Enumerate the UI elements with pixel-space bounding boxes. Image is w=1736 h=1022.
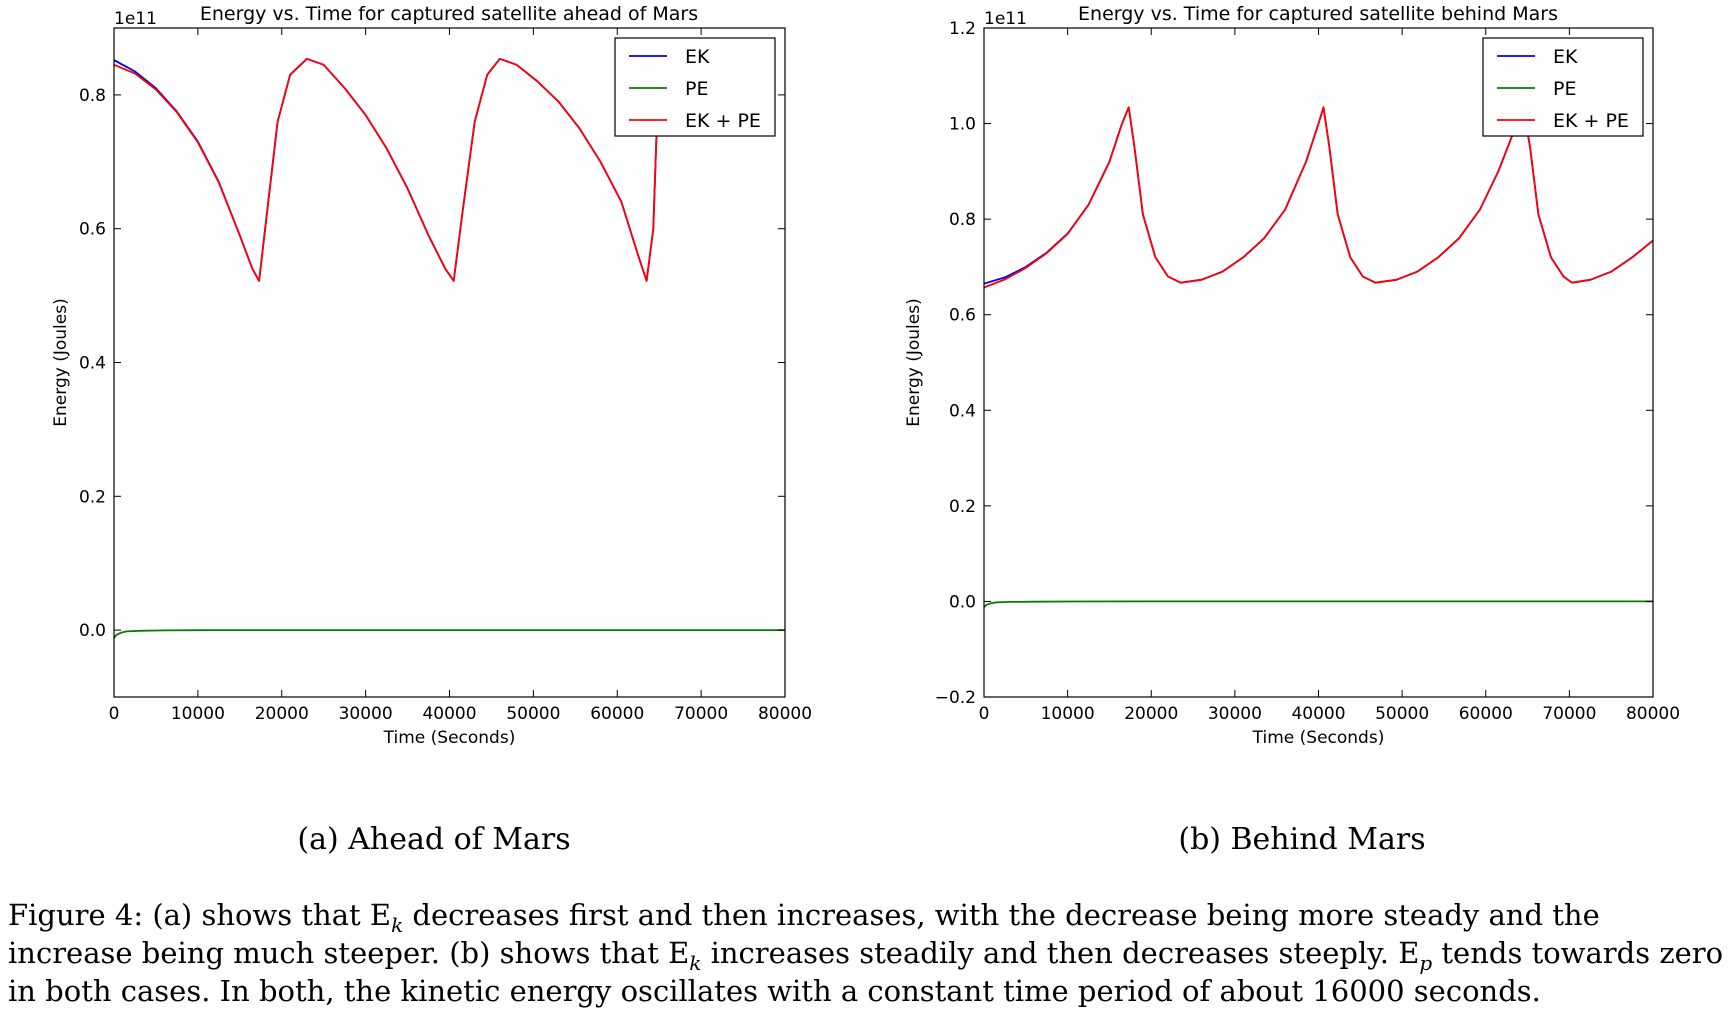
chart1-title: Energy vs. Time for captured satellite a… (200, 3, 698, 25)
chart2-xlabel: Time (Seconds) (1252, 728, 1385, 748)
chart2-xtick-label: 20000 (1124, 704, 1178, 724)
chart-a-svg: Energy vs. Time for captured satellite a… (51, 3, 812, 748)
chart1-legend-label: EK (685, 46, 710, 68)
chart1-xtick-label: 10000 (171, 704, 225, 724)
caption-part-1: Figure 4: (a) shows that E (8, 898, 392, 932)
chart1-ytick-label: 0.4 (79, 354, 106, 374)
chart1-ylabel: Energy (Joules) (51, 298, 71, 426)
chart2-legend-label: EK + PE (1553, 110, 1629, 132)
chart2-offset-label: 1e11 (984, 9, 1027, 29)
chart2-ytick-label: 1.0 (949, 115, 976, 135)
chart2-ytick-label: 0.6 (949, 306, 976, 326)
chart1-xtick-label: 30000 (339, 704, 393, 724)
chart2-title: Energy vs. Time for captured satellite b… (1078, 3, 1558, 25)
caption-part-3: increases steadily and then decreases st… (701, 936, 1420, 970)
chart1-xtick-label: 70000 (674, 704, 728, 724)
chart2-ylabel: Energy (Joules) (904, 298, 924, 426)
figure-caption: Figure 4: (a) shows that Ek decreases fi… (8, 896, 1730, 1010)
chart1-offset-label: 1e11 (114, 9, 157, 29)
chart2-series-ek-pe (984, 106, 1653, 289)
chart2-xtick-label: 70000 (1542, 704, 1596, 724)
chart1-ytick-label: 0.8 (79, 86, 106, 106)
chart2-xtick-label: 40000 (1291, 704, 1345, 724)
chart2-xtick-label: 0 (979, 704, 990, 724)
chart2-ytick-label: 1.2 (949, 19, 976, 39)
chart1-series-ek (114, 54, 661, 282)
chart2-legend-label: PE (1553, 78, 1576, 100)
chart2-ytick-label: 0.4 (949, 401, 976, 421)
subcaption-b: (b) Behind Mars (1178, 822, 1426, 857)
chart2-xtick-label: 60000 (1459, 704, 1513, 724)
chart1-legend-label: EK + PE (685, 110, 761, 132)
chart2-xtick-label: 50000 (1375, 704, 1429, 724)
caption-sub-2: k (689, 950, 702, 975)
chart1-ytick-label: 0.0 (79, 621, 106, 641)
chart2-legend-label: EK (1553, 46, 1578, 68)
chart2-ytick-label: −0.2 (935, 688, 976, 708)
chart1-series-pe (114, 629, 785, 639)
chart-b-svg: Energy vs. Time for captured satellite b… (904, 3, 1680, 748)
chart1-xtick-label: 40000 (422, 704, 476, 724)
chart1-legend-label: PE (685, 78, 708, 100)
chart2-xtick-label: 10000 (1041, 704, 1095, 724)
chart1-ytick-label: 0.2 (79, 487, 106, 507)
chart1-xtick-label: 20000 (255, 704, 309, 724)
caption-part-4: tends towards zero in both cases. In bot… (8, 936, 1724, 1008)
chart-ahead-of-mars: Energy vs. Time for captured satellite a… (0, 0, 868, 780)
chart2-ytick-label: 0.2 (949, 497, 976, 517)
chart2-xtick-label: 30000 (1208, 704, 1262, 724)
chart1-xtick-label: 80000 (758, 704, 812, 724)
caption-part-2: decreases first and then increases, with… (8, 898, 1600, 970)
chart1-xtick-label: 0 (109, 704, 120, 724)
chart1-xlabel: Time (Seconds) (383, 728, 516, 748)
chart1-xtick-label: 60000 (590, 704, 644, 724)
chart2-ytick-label: 0.8 (949, 210, 976, 230)
chart1-series-ek-pe (114, 54, 661, 282)
chart2-xtick-label: 80000 (1626, 704, 1680, 724)
chart1-xtick-label: 50000 (506, 704, 560, 724)
caption-sub-3: p (1419, 950, 1433, 975)
caption-sub-1: k (391, 912, 404, 937)
chart1-ytick-label: 0.6 (79, 220, 106, 240)
chart2-ytick-label: 0.0 (949, 592, 976, 612)
subcaption-a: (a) Ahead of Mars (297, 822, 571, 857)
chart-behind-mars: Energy vs. Time for captured satellite b… (868, 0, 1736, 780)
chart2-series-pe (984, 600, 1653, 608)
